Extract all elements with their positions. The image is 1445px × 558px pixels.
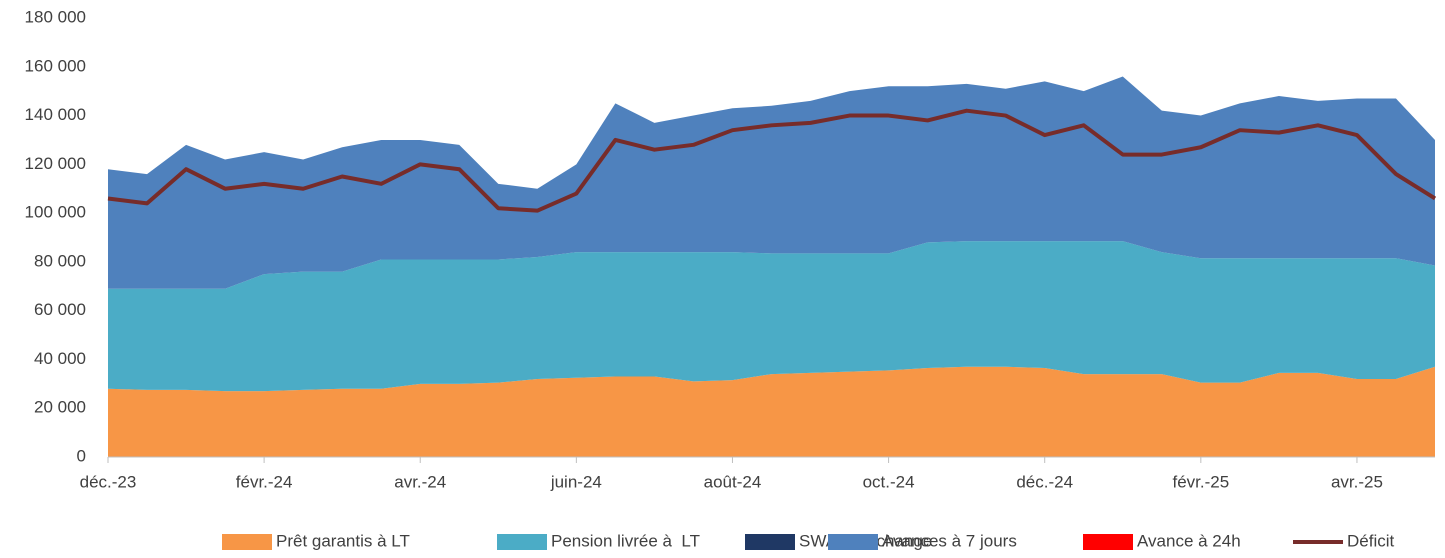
y-tick-label: 160 000 (25, 56, 86, 75)
x-tick-label: févr.-24 (236, 472, 293, 491)
y-tick-label: 40 000 (34, 349, 86, 368)
x-tick-label: déc.-24 (1016, 472, 1073, 491)
x-tick-label: oct.-24 (863, 472, 915, 491)
y-tick-label: 180 000 (25, 7, 86, 26)
area (108, 366, 1435, 457)
x-tick-label: avr.-25 (1331, 472, 1383, 491)
x-tick-label: juin-24 (550, 472, 602, 491)
x-tick-label: févr.-25 (1172, 472, 1229, 491)
y-tick-label: 100 000 (25, 203, 86, 222)
y-tick-label: 20 000 (34, 398, 86, 417)
legend-swatch (222, 534, 272, 550)
line (107, 108, 1437, 213)
legend-label: Avances à 7 jours (882, 531, 1017, 550)
y-tick-label: 0 (77, 446, 86, 465)
area (108, 76, 1435, 289)
x-tick-label: déc.-23 (80, 472, 137, 491)
y-tick-label: 140 000 (25, 105, 86, 124)
legend-swatch (828, 534, 878, 550)
y-tick-label: 80 000 (34, 251, 86, 270)
legend-swatch (745, 534, 795, 550)
x-tick-label: avr.-24 (394, 472, 446, 491)
y-tick-label: 60 000 (34, 300, 86, 319)
legend-label: Avance à 24h (1137, 531, 1241, 550)
legend-swatch (1083, 534, 1133, 550)
y-tick-label: 120 000 (25, 154, 86, 173)
area (108, 241, 1435, 392)
legend-swatch (497, 534, 547, 550)
legend-label: Déficit (1347, 531, 1395, 550)
legend-label: Pension livrée à LT (551, 531, 700, 550)
x-tick-label: août-24 (704, 472, 762, 491)
legend-label: Prêt garantis à LT (276, 531, 410, 550)
